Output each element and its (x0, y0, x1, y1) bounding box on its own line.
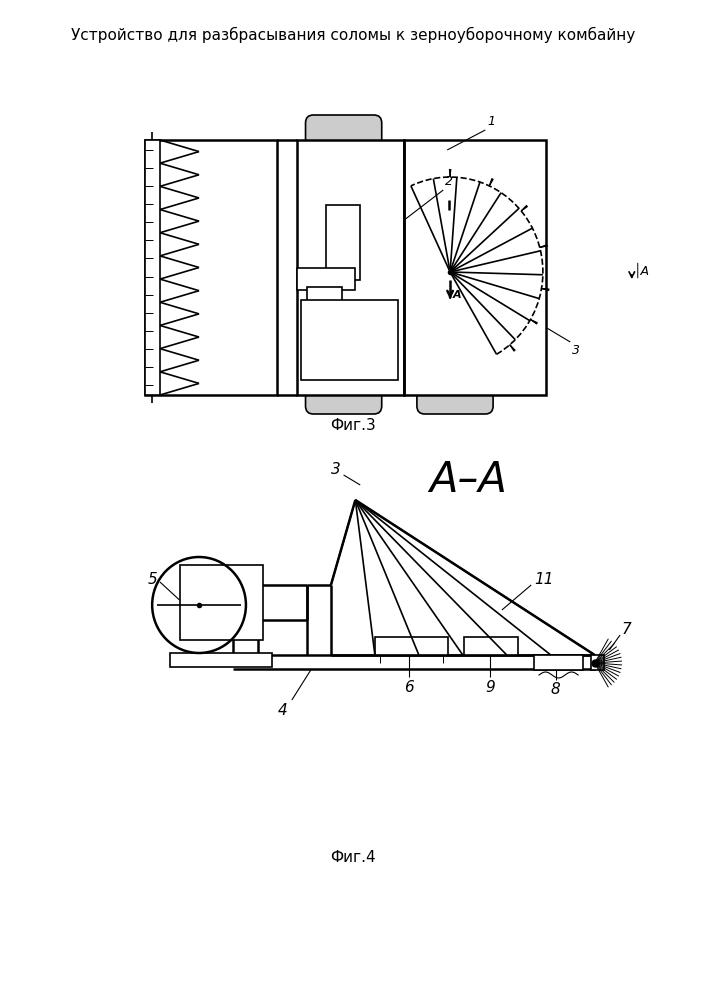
FancyBboxPatch shape (305, 115, 382, 153)
Text: А: А (453, 290, 462, 300)
Text: │А: │А (633, 262, 650, 278)
Bar (375, 637, 448, 655)
Text: Устройство для разбрасывания соломы к зерноуборочному комбайну: Устройство для разбрасывания соломы к зе… (71, 27, 636, 43)
Bar (326, 205, 361, 280)
Text: 3: 3 (331, 462, 341, 478)
Text: 6: 6 (404, 680, 414, 695)
Text: 11: 11 (534, 572, 554, 587)
FancyBboxPatch shape (417, 376, 493, 414)
FancyBboxPatch shape (414, 145, 484, 205)
Text: Фиг.3: Фиг.3 (331, 418, 376, 432)
Bar (146, 140, 277, 395)
Bar (308, 287, 341, 305)
Text: 8: 8 (551, 682, 561, 697)
Bar (591, 655, 604, 670)
Bar (297, 268, 356, 290)
Text: Фиг.4: Фиг.4 (331, 850, 376, 865)
FancyBboxPatch shape (307, 145, 382, 210)
Text: 9: 9 (485, 680, 495, 695)
Bar (146, 140, 160, 395)
Text: 7: 7 (622, 622, 632, 638)
Bar (297, 140, 404, 395)
FancyBboxPatch shape (305, 376, 382, 414)
Text: 2: 2 (445, 175, 453, 188)
Text: А–А: А–А (428, 459, 507, 501)
Text: 1: 1 (487, 115, 495, 128)
Bar (170, 653, 272, 667)
Bar (404, 140, 546, 395)
Bar (180, 565, 262, 640)
Text: 5: 5 (147, 572, 157, 587)
Bar (300, 300, 398, 380)
Text: 3: 3 (572, 344, 580, 357)
Bar (534, 655, 583, 670)
Bar (464, 637, 518, 655)
Text: 4: 4 (277, 703, 287, 718)
